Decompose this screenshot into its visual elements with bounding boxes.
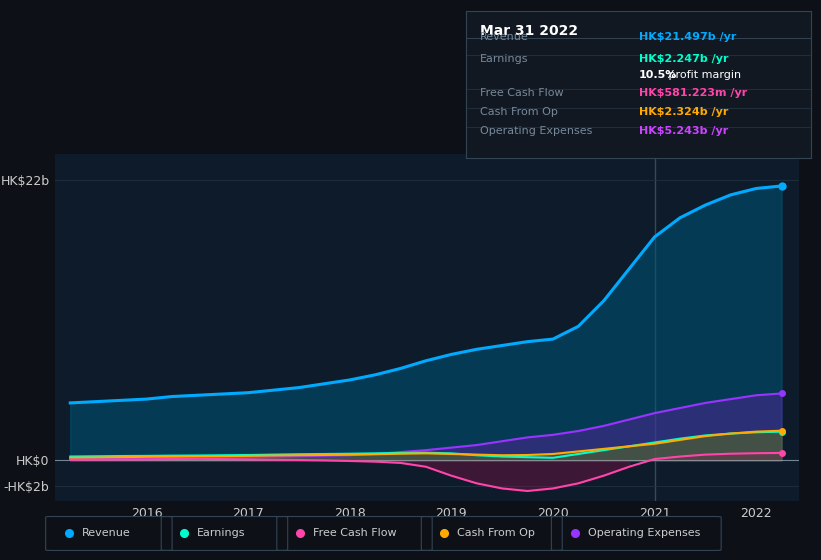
Text: Earnings: Earnings <box>197 528 245 538</box>
Text: 10.5%: 10.5% <box>639 70 677 80</box>
Text: Mar 31 2022: Mar 31 2022 <box>480 25 578 39</box>
Text: Revenue: Revenue <box>82 528 131 538</box>
Text: HK$2.247b /yr: HK$2.247b /yr <box>639 54 728 64</box>
Text: Revenue: Revenue <box>480 32 529 42</box>
Text: Operating Expenses: Operating Expenses <box>588 528 699 538</box>
Text: HK$581.223m /yr: HK$581.223m /yr <box>639 88 747 98</box>
Text: Cash From Op: Cash From Op <box>480 107 558 117</box>
Text: Free Cash Flow: Free Cash Flow <box>480 88 564 98</box>
Text: HK$5.243b /yr: HK$5.243b /yr <box>639 126 728 136</box>
Text: profit margin: profit margin <box>665 70 741 80</box>
Text: Earnings: Earnings <box>480 54 529 64</box>
Text: Free Cash Flow: Free Cash Flow <box>313 528 397 538</box>
Text: Cash From Op: Cash From Op <box>457 528 535 538</box>
Text: HK$2.324b /yr: HK$2.324b /yr <box>639 107 728 117</box>
Text: HK$21.497b /yr: HK$21.497b /yr <box>639 32 736 42</box>
Text: Operating Expenses: Operating Expenses <box>480 126 593 136</box>
